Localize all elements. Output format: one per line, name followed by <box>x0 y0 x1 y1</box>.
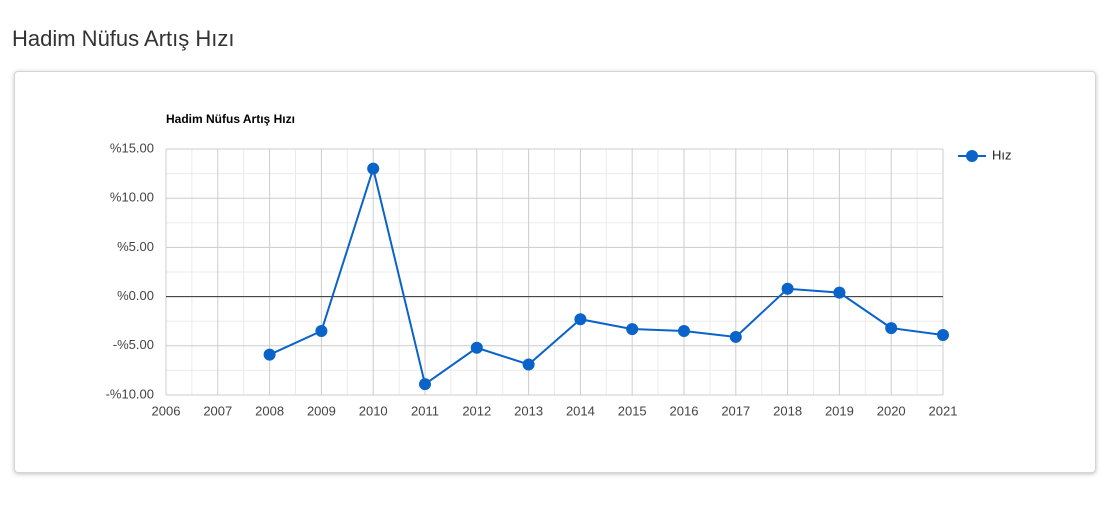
x-tick-label: 2019 <box>825 403 854 418</box>
x-tick-label: 2018 <box>773 403 802 418</box>
chart-title: Hadim Nüfus Artış Hızı <box>166 112 295 126</box>
x-tick-label: 2012 <box>462 403 491 418</box>
data-point <box>833 286 846 299</box>
page-title: Hadim Nüfus Artış Hızı <box>12 26 235 51</box>
x-tick-label: 2020 <box>877 403 906 418</box>
x-tick-label: 2017 <box>721 403 750 418</box>
y-tick-label: %10.00 <box>110 190 154 205</box>
x-tick-label: 2015 <box>618 403 647 418</box>
data-point <box>885 322 898 335</box>
data-point <box>419 378 431 391</box>
x-tick-label: 2007 <box>203 403 232 418</box>
x-tick-label: 2016 <box>670 403 699 418</box>
x-tick-label: 2008 <box>255 403 284 418</box>
x-tick-label: 2014 <box>566 403 595 418</box>
legend-label: Hız <box>992 147 1012 162</box>
y-tick-label: -%10.00 <box>106 386 154 401</box>
x-tick-label: 2009 <box>307 403 336 418</box>
series-line <box>269 164 944 386</box>
data-point <box>574 313 587 326</box>
y-tick-label: %15.00 <box>110 140 154 155</box>
data-point <box>315 325 328 338</box>
x-tick-label: 2021 <box>929 403 958 418</box>
y-tick-label: %0.00 <box>117 288 154 303</box>
data-point <box>729 330 742 343</box>
legend-marker <box>966 150 978 162</box>
y-tick-label: -%5.00 <box>113 337 154 352</box>
data-point <box>263 348 276 361</box>
y-tick-label: %5.00 <box>117 239 154 254</box>
data-point <box>678 325 690 338</box>
data-point <box>937 328 949 341</box>
x-tick-label: 2010 <box>359 403 388 418</box>
data-point <box>367 162 380 175</box>
data-point <box>626 323 639 336</box>
x-tick-label: 2011 <box>411 403 439 418</box>
data-point <box>781 282 794 295</box>
x-tick-label: 2006 <box>152 403 181 418</box>
data-point <box>470 341 483 354</box>
data-point <box>522 358 535 371</box>
x-tick-label: 2013 <box>514 403 543 418</box>
